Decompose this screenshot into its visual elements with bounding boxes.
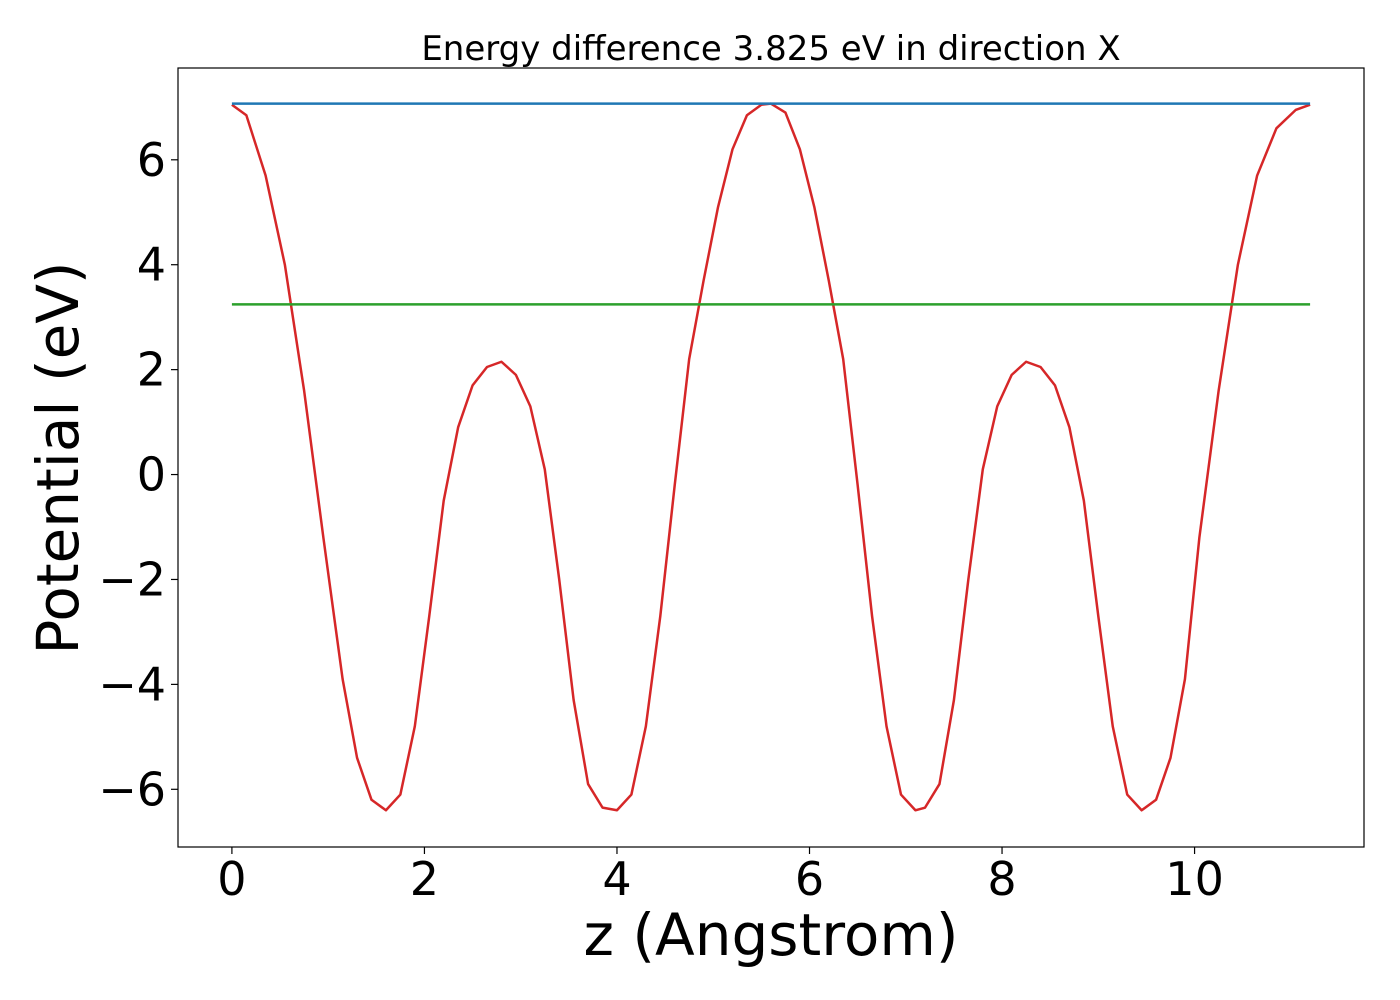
y-tick-label: 2 (137, 343, 166, 397)
y-tick-label: 6 (137, 133, 166, 187)
x-tick-label: 0 (217, 852, 246, 906)
y-tick-label: −4 (98, 657, 166, 711)
y-axis-label: Potential (eV) (24, 261, 92, 654)
y-tick-label: −6 (98, 762, 166, 816)
plot-area: 0 2 4 6 8 10 −6 −4 −2 0 2 4 6 (98, 67, 1365, 906)
y-tick-label: 0 (137, 448, 166, 502)
x-tick-label: 4 (602, 852, 631, 906)
x-axis-label: z (Angstrom) (584, 901, 959, 969)
x-tick-label: 8 (987, 852, 1016, 906)
potential-curve-line (231, 102, 1311, 812)
x-tick-label: 10 (1165, 852, 1224, 906)
plot-frame (177, 67, 1365, 848)
x-tick-label: 6 (795, 852, 824, 906)
y-tick-label: 4 (137, 238, 166, 292)
y-tick-label: −2 (98, 552, 166, 606)
chart-title: Energy difference 3.825 eV in direction … (421, 29, 1120, 69)
x-tick-label: 2 (410, 852, 439, 906)
